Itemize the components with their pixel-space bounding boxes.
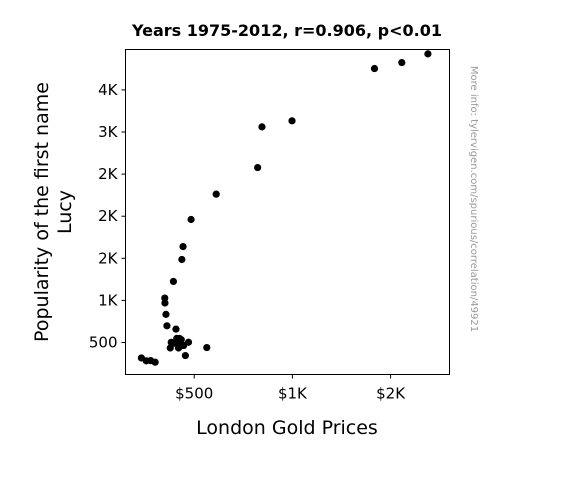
chart-title: Years 1975-2012, r=0.906, p<0.01 — [131, 21, 442, 40]
data-point — [187, 215, 195, 224]
data-point — [184, 338, 193, 346]
plot-area — [125, 49, 450, 375]
x-axis: $500 $1K $2K — [175, 374, 406, 403]
data-point — [254, 163, 262, 172]
data-point — [203, 343, 211, 352]
data-point — [169, 277, 178, 286]
data-point — [172, 325, 180, 333]
y-tick-label: 500 — [89, 334, 118, 352]
y-axis-label-line-2: Lucy — [54, 190, 76, 234]
x-axis-label: London Gold Prices — [196, 417, 378, 439]
x-tick-label: $2K — [376, 385, 406, 403]
scatter-points — [137, 50, 432, 366]
data-point — [177, 336, 185, 344]
watermark: More info: tylervigen.com/spurious/corre… — [468, 66, 479, 332]
data-point — [163, 322, 171, 330]
data-point — [178, 255, 186, 264]
y-tick-label: 1K — [98, 291, 119, 309]
data-point — [258, 123, 266, 131]
data-point — [179, 243, 187, 251]
data-point — [370, 64, 379, 73]
data-point — [398, 58, 406, 67]
data-point — [212, 190, 220, 198]
data-point — [166, 344, 174, 352]
data-point — [288, 117, 296, 125]
data-point — [161, 299, 169, 307]
data-point — [162, 310, 170, 318]
x-tick-label: $500 — [175, 385, 213, 403]
x-tick-label: $1K — [278, 385, 308, 403]
data-point — [181, 351, 189, 360]
y-tick-label: 3K — [98, 123, 119, 141]
y-tick-label: 2K — [98, 207, 119, 225]
data-point — [151, 358, 159, 366]
y-tick-label: 4K — [98, 81, 119, 99]
y-tick-label: 2K — [98, 165, 119, 183]
y-axis: 500 1K 2K 2K 2K 3K 4K — [89, 81, 126, 352]
y-axis-label-line-1: Popularity of the first name — [31, 82, 53, 342]
data-point — [424, 50, 432, 58]
y-tick-label: 2K — [98, 249, 119, 267]
